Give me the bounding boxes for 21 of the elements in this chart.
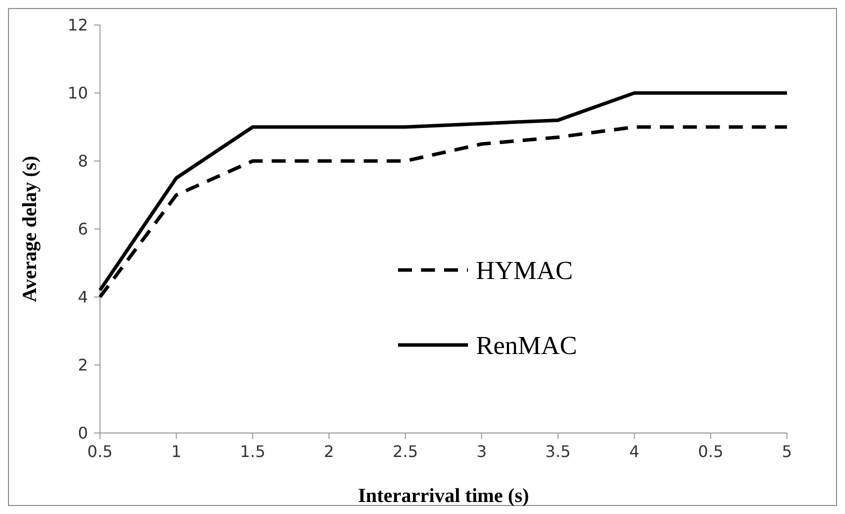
y-tick-label: 6 [78,220,88,239]
x-tick-label: 2 [324,442,334,461]
legend-label: HYMAC [476,256,573,286]
x-tick-label: 3.5 [545,442,571,461]
y-tick-label: 12 [68,16,88,35]
x-tick-label: 4 [629,442,640,461]
x-tick-label: 2.5 [392,442,418,461]
y-tick-label: 0 [78,424,88,443]
x-tick-label: 0.5 [698,442,724,461]
y-axis-title: Average delay (s) [19,156,41,302]
y-tick-label: 2 [78,356,88,375]
y-tick-label: 8 [78,152,88,171]
x-tick-label: 3 [476,442,487,461]
x-tick-label: 1 [171,442,182,461]
legend-label: RenMAC [476,331,578,360]
y-tick-label: 4 [78,288,88,307]
y-tick-label: 10 [68,84,88,103]
x-axis-title: Interarrival time (s) [358,485,530,507]
x-tick-label: 1.5 [240,442,266,461]
x-tick-label: 5 [782,442,792,461]
x-tick-label: 0.5 [87,442,113,461]
